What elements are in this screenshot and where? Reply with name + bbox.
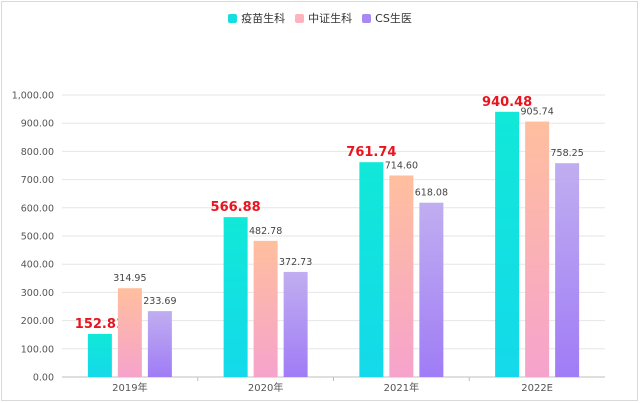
data-label: 314.95 <box>113 273 146 284</box>
legend-swatch-series-2 <box>295 13 305 23</box>
bar <box>555 163 580 377</box>
y-tick-label: 100.00 <box>21 344 54 355</box>
y-tick-label: 900.00 <box>21 119 54 130</box>
data-label: 233.69 <box>143 296 176 307</box>
x-tick-label: 2021年 <box>384 381 419 394</box>
data-label: 905.74 <box>521 107 554 118</box>
y-tick-label: 600.00 <box>21 203 54 214</box>
y-tick-label: 300.00 <box>21 288 54 299</box>
legend-swatch-series-3 <box>362 13 372 23</box>
legend-swatch-series-1 <box>228 13 238 23</box>
legend-item-series-2[interactable]: 中证生科 <box>295 10 352 26</box>
y-tick-label: 800.00 <box>21 147 54 158</box>
data-label: 940.48 <box>482 95 532 110</box>
data-label: 761.74 <box>346 145 396 160</box>
bar <box>223 217 248 377</box>
bar <box>389 175 414 377</box>
legend-item-series-3[interactable]: CS生医 <box>362 10 412 26</box>
bar <box>359 162 384 377</box>
bar <box>87 333 112 377</box>
y-tick-label: 200.00 <box>21 316 54 327</box>
legend-item-series-1[interactable]: 疫苗生科 <box>228 10 285 26</box>
bar <box>525 121 550 377</box>
x-tick-label: 2020年 <box>248 381 283 394</box>
legend-label-series-2: 中证生科 <box>308 12 353 25</box>
legend-label-series-3: CS生医 <box>375 12 412 25</box>
y-tick-label: 0.00 <box>33 373 54 384</box>
bar <box>117 288 142 377</box>
data-label: 566.88 <box>211 200 261 215</box>
data-label: 482.78 <box>249 226 282 237</box>
y-tick-label: 400.00 <box>21 260 54 271</box>
x-tick-label: 2022E <box>521 383 553 394</box>
data-label: 152.81 <box>75 317 125 332</box>
x-tick-label: 2019年 <box>112 381 147 394</box>
y-tick-label: 1,000.00 <box>12 91 54 102</box>
legend: 疫苗生科 中证生科 CS生医 <box>0 10 640 26</box>
data-label: 714.60 <box>385 160 418 171</box>
bar <box>419 202 444 377</box>
legend-label-series-1: 疫苗生科 <box>241 12 286 25</box>
bar <box>495 111 520 377</box>
bar <box>253 240 278 377</box>
bar <box>283 271 308 377</box>
data-label: 618.08 <box>415 188 448 199</box>
bar <box>147 311 172 377</box>
y-tick-label: 700.00 <box>21 175 54 186</box>
data-label: 758.25 <box>551 148 584 159</box>
data-label: 372.73 <box>279 257 312 268</box>
y-tick-label: 500.00 <box>21 232 54 243</box>
